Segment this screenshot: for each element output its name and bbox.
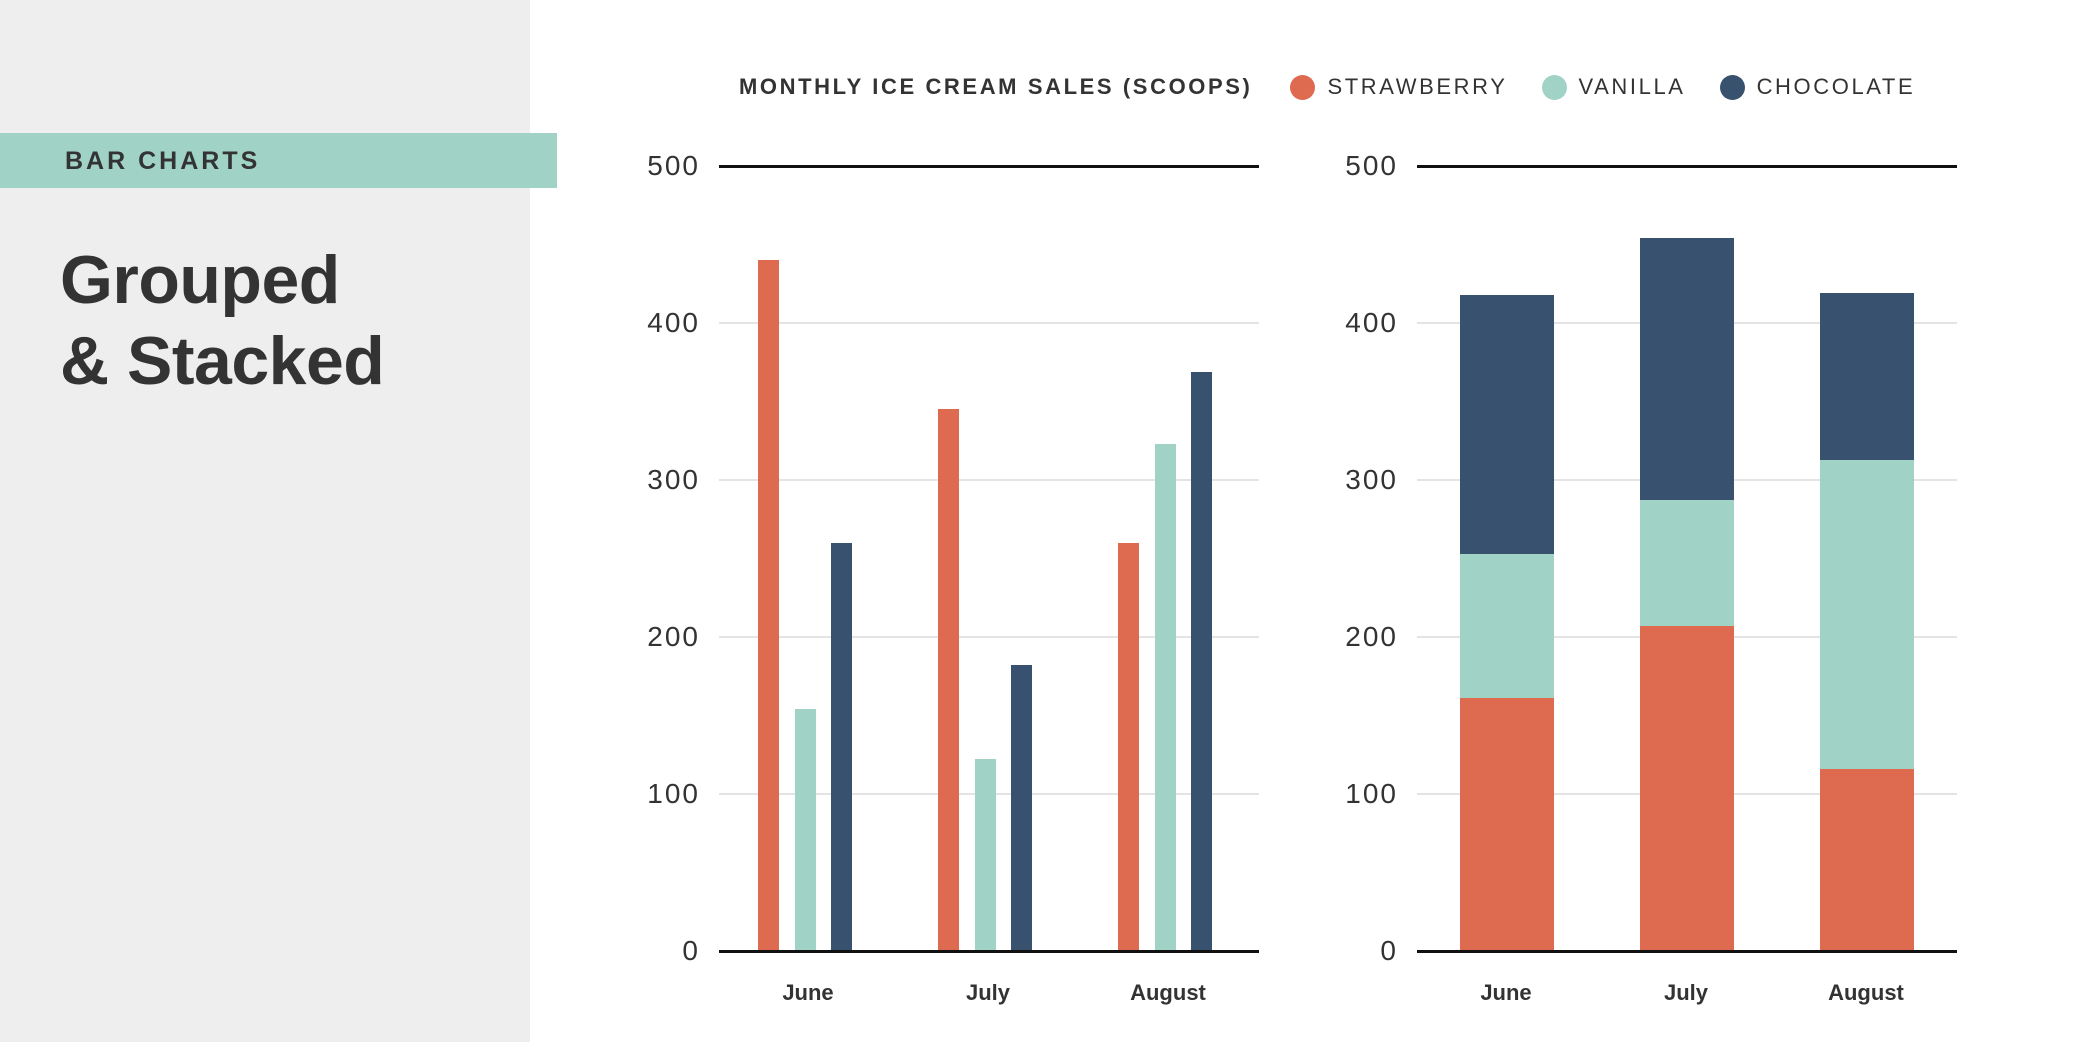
stack-segment-chocolate-june (1460, 294, 1554, 554)
gridline (719, 636, 1259, 638)
bar-strawberry-july (938, 409, 959, 951)
gridline (719, 479, 1259, 481)
page-title: Grouped & Stacked (60, 240, 385, 402)
y-tick-label: 100 (647, 778, 700, 809)
stack-segment-vanilla-july (1640, 500, 1734, 626)
y-tick-label: 100 (1345, 778, 1398, 809)
y-tick-label: 200 (1345, 621, 1398, 652)
category-label: BAR CHARTS (65, 147, 261, 175)
chart-title: MONTHLY ICE CREAM SALES (SCOOPS) (739, 74, 1253, 99)
bar-vanilla-july (974, 759, 996, 951)
stack-segment-strawberry-july (1640, 626, 1734, 951)
bar-strawberry-august (1118, 542, 1139, 951)
y-tick-label: 400 (647, 307, 700, 338)
stack-segment-vanilla-august (1820, 459, 1914, 769)
strawberry-dot-icon (1290, 74, 1316, 100)
y-tick-label: 400 (1345, 307, 1398, 338)
legend-label: VANILLA (1578, 74, 1686, 99)
axis-line (719, 165, 1259, 168)
bar-strawberry-june (758, 260, 779, 951)
chart-legend: MONTHLY ICE CREAM SALES (SCOOPS) STRAWBE… (739, 70, 1949, 104)
bar-vanilla-august (1154, 443, 1176, 951)
x-tick-label: July (965, 980, 1011, 1005)
stack-segment-vanilla-june (1460, 553, 1554, 699)
bar-chocolate-june (831, 542, 852, 951)
stack-segment-strawberry-august (1820, 768, 1914, 951)
axis-line (1417, 165, 1957, 168)
legend-label: CHOCOLATE (1756, 74, 1916, 99)
chocolate-dot-icon (1719, 74, 1745, 100)
x-tick-label: August (1828, 980, 1904, 1005)
y-tick-label: 500 (647, 150, 700, 181)
axis-line (1417, 950, 1957, 953)
legend-item-vanilla: VANILLA (1541, 74, 1686, 100)
y-tick-label: 300 (1345, 464, 1398, 495)
gridline (719, 322, 1259, 324)
y-tick-label: 500 (1345, 150, 1398, 181)
y-tick-label: 200 (647, 621, 700, 652)
y-tick-label: 300 (647, 464, 700, 495)
legend-label: STRAWBERRY (1327, 74, 1508, 99)
legend-item-strawberry: STRAWBERRY (1290, 74, 1507, 100)
stack-segment-strawberry-june (1460, 698, 1554, 951)
y-tick-label: 0 (1380, 935, 1398, 966)
x-tick-label: June (1480, 980, 1532, 1005)
y-tick-label: 0 (682, 935, 700, 966)
x-tick-label: June (782, 980, 834, 1005)
category-band: BAR CHARTS (0, 133, 557, 188)
page-title-line-1: Grouped (60, 242, 340, 318)
axis-line (719, 950, 1259, 953)
bar-chocolate-august (1191, 371, 1212, 951)
legend-item-chocolate: CHOCOLATE (1719, 74, 1916, 100)
x-tick-label: July (1663, 980, 1709, 1005)
bar-vanilla-june (794, 709, 816, 951)
vanilla-dot-icon (1541, 74, 1567, 100)
bar-chocolate-july (1011, 665, 1032, 951)
stack-segment-chocolate-july (1640, 238, 1734, 501)
x-tick-label: August (1130, 980, 1206, 1005)
page-title-line-2: & Stacked (60, 323, 385, 399)
stack-segment-chocolate-august (1820, 293, 1914, 460)
